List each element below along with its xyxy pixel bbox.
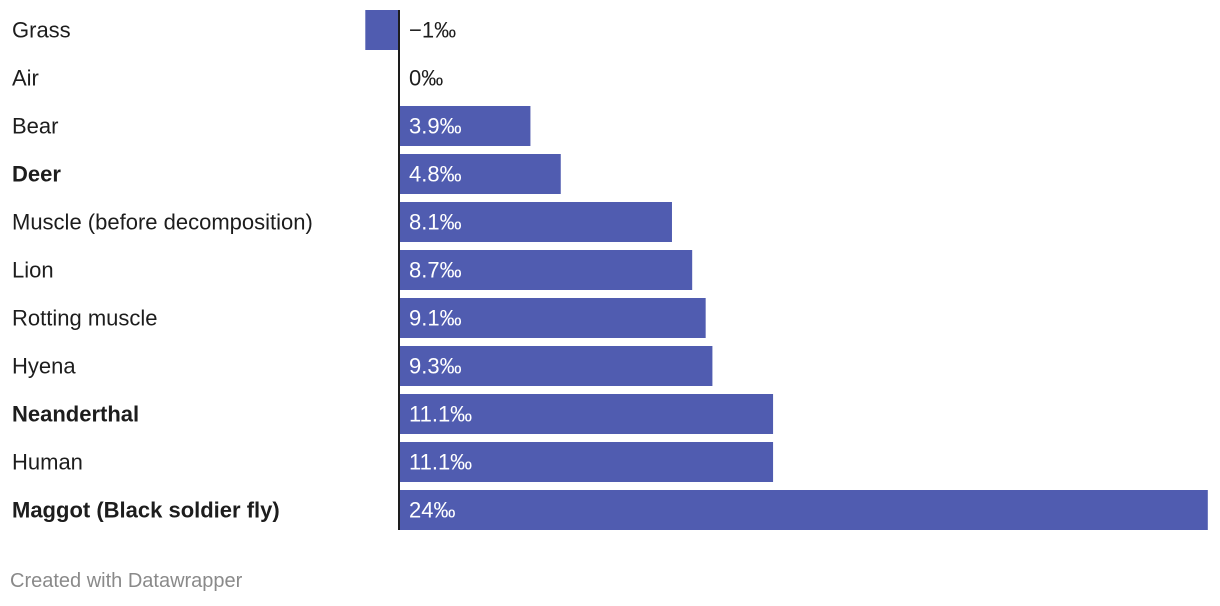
value-label: −1‰ xyxy=(409,18,456,43)
bar xyxy=(399,250,693,290)
value-label: 0‰ xyxy=(409,66,443,91)
category-label: Deer xyxy=(12,162,61,187)
category-label: Muscle (before decomposition) xyxy=(12,210,313,235)
bar xyxy=(365,10,399,50)
labels-group: Grass −1‰ Air 0‰ Bear 3.9‰ Deer 4.8‰ Muscle (bef… xyxy=(12,18,472,523)
value-label: 8.7‰ xyxy=(409,258,462,283)
value-label: 9.3‰ xyxy=(409,354,462,379)
category-label: Neanderthal xyxy=(12,402,139,427)
bar-chart: Grass −1‰ Air 0‰ Bear 3.9‰ Deer 4.8‰ Muscle (bef… xyxy=(12,10,1208,530)
category-label: Rotting muscle xyxy=(12,306,158,331)
value-label: 11.1‰ xyxy=(409,450,472,475)
value-label: 3.9‰ xyxy=(409,114,462,139)
category-label: Hyena xyxy=(12,354,76,379)
value-label: 9.1‰ xyxy=(409,306,462,331)
bar xyxy=(399,490,1208,530)
category-label: Grass xyxy=(12,18,71,43)
bar xyxy=(399,394,774,434)
value-label: 11.1‰ xyxy=(409,402,472,427)
value-label: 8.1‰ xyxy=(409,210,462,235)
bar xyxy=(399,442,774,482)
category-label: Lion xyxy=(12,258,54,283)
bar xyxy=(399,298,706,338)
bar xyxy=(399,106,531,146)
bar xyxy=(399,154,561,194)
bar xyxy=(399,202,672,242)
category-label: Maggot (Black soldier fly) xyxy=(12,498,280,523)
category-label: Air xyxy=(12,66,39,91)
value-label: 4.8‰ xyxy=(409,162,462,187)
bar xyxy=(399,346,713,386)
category-label: Human xyxy=(12,450,83,475)
datawrapper-credit: Created with Datawrapper xyxy=(10,570,243,592)
value-label: 24‰ xyxy=(409,498,455,523)
category-label: Bear xyxy=(12,114,58,139)
bars-group xyxy=(365,10,1208,530)
